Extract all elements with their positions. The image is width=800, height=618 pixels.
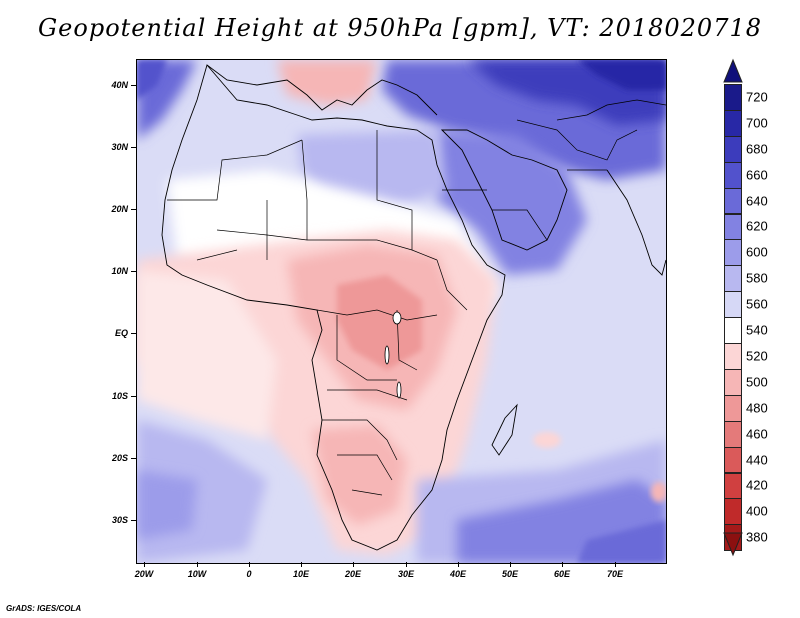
high-region-northwest-core bbox=[137, 60, 167, 100]
colorbar-swatch-600 bbox=[724, 239, 742, 267]
lon-label-0: 0 bbox=[246, 569, 252, 579]
colorbar-label-420: 420 bbox=[746, 477, 768, 493]
lake-tanganyika bbox=[384, 345, 390, 365]
colorbar-swatch-480 bbox=[724, 394, 742, 422]
lon-label-20w: 20W bbox=[134, 569, 154, 579]
high-region-northeast-peak bbox=[577, 60, 666, 90]
lon-tick bbox=[406, 562, 407, 567]
colorbar-swatch-400 bbox=[724, 498, 742, 526]
colorbar-swatch-540 bbox=[724, 317, 742, 344]
lat-label-10s: 10S bbox=[111, 391, 128, 401]
lon-label-10w: 10W bbox=[187, 569, 207, 579]
lon-label-20e: 20E bbox=[344, 569, 361, 579]
high-region-south-atlantic-core bbox=[137, 470, 197, 540]
lon-tick bbox=[562, 562, 563, 567]
lon-label-30e: 30E bbox=[397, 569, 414, 579]
europe-coastline bbox=[206, 64, 438, 116]
lat-label-40n: 40N bbox=[111, 80, 128, 90]
lat-tick bbox=[131, 520, 136, 521]
colorbar-label-620: 620 bbox=[746, 218, 768, 234]
lon-label-60e: 60E bbox=[553, 569, 570, 579]
colorbar-swatch-700 bbox=[724, 109, 742, 137]
lat-tick bbox=[131, 147, 136, 148]
lon-tick bbox=[615, 562, 616, 567]
colorbar-top-triangle bbox=[723, 58, 743, 83]
colorbar-swatch-500 bbox=[724, 368, 742, 396]
colorbar-label-520: 520 bbox=[746, 348, 768, 364]
lon-tick bbox=[249, 562, 250, 567]
lon-tick bbox=[197, 562, 198, 567]
low-region-atlantic bbox=[137, 270, 277, 440]
colorbar-swatch-660 bbox=[724, 161, 742, 189]
lake-victoria bbox=[392, 311, 402, 325]
lat-label-20n: 20N bbox=[111, 204, 128, 214]
colorbar-swatch-640 bbox=[724, 187, 742, 215]
colorbar-label-720: 720 bbox=[746, 89, 768, 105]
country-borders bbox=[167, 99, 666, 496]
lon-tick bbox=[353, 562, 354, 567]
high-region-south-indian-peak bbox=[577, 520, 666, 563]
lat-tick bbox=[131, 85, 136, 86]
colorbar-swatch-680 bbox=[724, 135, 742, 163]
colorbar-swatch-560 bbox=[724, 291, 742, 319]
lake-malawi bbox=[396, 381, 402, 399]
india-coastline bbox=[606, 169, 666, 276]
colorbar-swatch-440 bbox=[724, 446, 742, 474]
lat-label-10n: 10N bbox=[111, 266, 128, 276]
low-region-mediterranean bbox=[277, 60, 377, 105]
madagascar bbox=[491, 403, 518, 456]
low-region-congo-core bbox=[337, 275, 422, 370]
low-spot-madagascar bbox=[533, 432, 561, 448]
geopotential-field bbox=[137, 60, 666, 563]
map-title: Geopotential Height at 950hPa [gpm], VT:… bbox=[38, 14, 762, 42]
high-region-arabia bbox=[437, 130, 587, 275]
colorbar-swatch-520 bbox=[724, 343, 742, 370]
colorbar-label-380: 380 bbox=[746, 529, 768, 545]
lon-label-50e: 50E bbox=[501, 569, 518, 579]
credit-footer: GrADS: IGES/COLA bbox=[6, 604, 82, 613]
lat-label-20s: 20S bbox=[111, 453, 128, 463]
africa-coastline bbox=[161, 64, 506, 551]
colorbar-label-580: 580 bbox=[746, 270, 768, 286]
lon-label-70e: 70E bbox=[606, 569, 623, 579]
lon-tick bbox=[144, 562, 145, 567]
colorbar-label-660: 660 bbox=[746, 167, 768, 183]
lat-label-30s: 30S bbox=[111, 515, 128, 525]
low-spot-east bbox=[651, 482, 666, 502]
lat-tick bbox=[131, 271, 136, 272]
lat-tick bbox=[131, 209, 136, 210]
colorbar-label-440: 440 bbox=[746, 452, 768, 468]
colorbar-swatch-460 bbox=[724, 420, 742, 448]
colorbar-label-480: 480 bbox=[746, 400, 768, 416]
lon-tick bbox=[458, 562, 459, 567]
lat-tick bbox=[131, 458, 136, 459]
colorbar-swatch-720 bbox=[724, 84, 742, 111]
lat-label-30n: 30N bbox=[111, 142, 128, 152]
colorbar-label-700: 700 bbox=[746, 115, 768, 131]
colorbar-label-460: 460 bbox=[746, 426, 768, 442]
colorbar-bottom-triangle bbox=[723, 532, 743, 557]
colorbar-label-400: 400 bbox=[746, 503, 768, 519]
lon-label-10e: 10E bbox=[292, 569, 309, 579]
lat-tick bbox=[131, 396, 136, 397]
colorbar-label-680: 680 bbox=[746, 141, 768, 157]
lat-label-eq: EQ bbox=[114, 328, 128, 338]
lon-tick bbox=[301, 562, 302, 567]
lon-tick bbox=[510, 562, 511, 567]
colorbar-swatch-620 bbox=[724, 213, 742, 241]
colorbar-swatch-580 bbox=[724, 265, 742, 293]
lat-tick bbox=[131, 333, 136, 334]
lakes bbox=[384, 311, 402, 399]
colorbar-label-560: 560 bbox=[746, 296, 768, 312]
colorbar-label-600: 600 bbox=[746, 244, 768, 260]
colorbar-swatch-420 bbox=[724, 472, 742, 500]
colorbar-label-500: 500 bbox=[746, 374, 768, 390]
colorbar-label-540: 540 bbox=[746, 322, 768, 338]
lon-label-40e: 40E bbox=[449, 569, 466, 579]
map-panel[interactable] bbox=[136, 59, 667, 564]
colorbar-label-640: 640 bbox=[746, 193, 768, 209]
